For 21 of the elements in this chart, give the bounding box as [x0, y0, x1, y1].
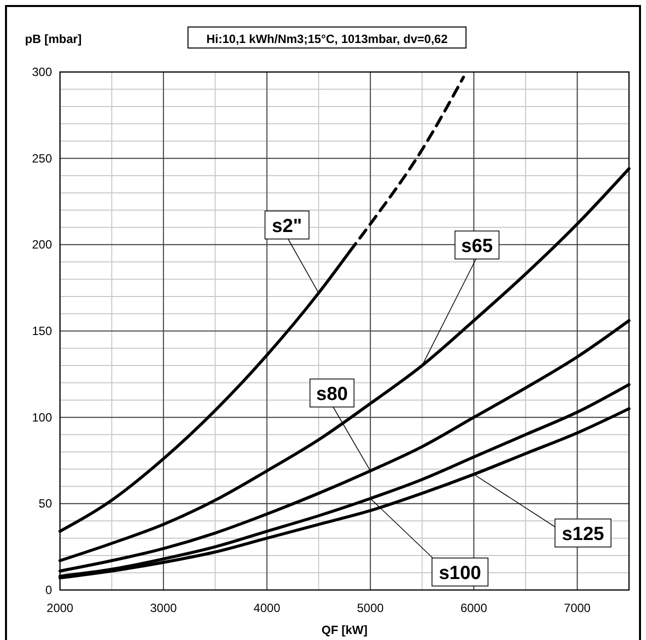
y-tick-label: 200: [32, 238, 52, 252]
text: s100: [438, 563, 482, 584]
y-tick-label: 50: [38, 496, 52, 511]
y-tick-label: 100: [32, 410, 52, 424]
text: s125: [562, 524, 605, 545]
chart-title: Hi:10,1 kWh/Nm3;15°C, 1013mbar, dv=0,62: [206, 32, 448, 46]
y-axis-title: pB [mbar]: [25, 32, 82, 46]
text: s80: [316, 384, 348, 405]
x-tick-label: 4000: [254, 601, 281, 615]
x-tick-label: 6000: [460, 601, 488, 615]
text: s2": [272, 216, 302, 237]
y-tick-label: 300: [32, 65, 52, 79]
x-tick-label: 5000: [357, 601, 384, 615]
x-axis-title: QF [kW]: [322, 623, 368, 637]
y-tick-label: 150: [32, 324, 52, 338]
y-tick-label: 250: [32, 151, 52, 166]
x-tick-label: 3000: [150, 601, 178, 615]
x-tick-label: 7000: [564, 601, 591, 615]
series-label: s65: [461, 236, 494, 257]
x-tick-label: 2000: [46, 601, 74, 615]
y-tick-label: 0: [45, 583, 52, 597]
